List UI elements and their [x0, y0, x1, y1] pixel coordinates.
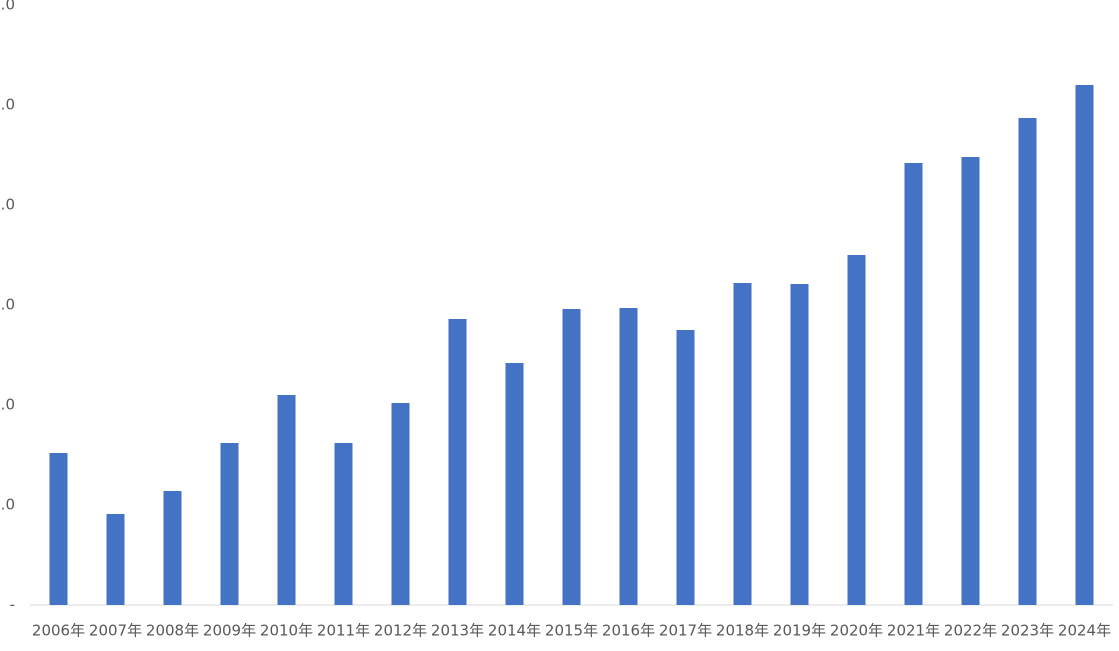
x-tick-label: 2014年 — [488, 622, 541, 640]
bar — [1075, 85, 1094, 605]
x-tick-label: 2023年 — [1001, 622, 1054, 640]
bar — [1018, 118, 1037, 605]
bar — [334, 443, 353, 605]
x-tick-label: 2015年 — [545, 622, 598, 640]
y-tick-label: 20.0 — [0, 396, 15, 414]
bar — [505, 363, 524, 605]
x-tick-label: 2008年 — [146, 622, 199, 640]
bar — [106, 514, 125, 605]
y-tick-label: 40.0 — [0, 196, 15, 214]
bar — [49, 453, 68, 605]
y-tick-label: 30.0 — [0, 296, 15, 314]
bar — [619, 308, 638, 605]
bar — [904, 163, 923, 605]
bar — [676, 330, 695, 605]
bar — [961, 157, 980, 605]
x-tick-label: 2010年 — [260, 622, 313, 640]
bar — [448, 319, 467, 605]
x-tick-label: 2012年 — [374, 622, 427, 640]
x-tick-label: 2013年 — [431, 622, 484, 640]
y-tick-label: 50.0 — [0, 96, 15, 114]
bar — [847, 255, 866, 605]
x-tick-label: 2007年 — [89, 622, 142, 640]
bar — [163, 491, 182, 605]
bar — [790, 284, 809, 605]
bar — [220, 443, 239, 605]
x-tick-label: 2024年 — [1058, 622, 1111, 640]
x-tick-label: 2009年 — [203, 622, 256, 640]
x-tick-label: 2018年 — [716, 622, 769, 640]
bar — [277, 395, 296, 605]
bar — [733, 283, 752, 605]
bar — [562, 309, 581, 605]
y-tick-label: 60.0 — [0, 0, 15, 14]
bar — [391, 403, 410, 605]
y-tick-label: - — [10, 596, 15, 614]
x-tick-label: 2017年 — [659, 622, 712, 640]
x-tick-label: 2011年 — [317, 622, 370, 640]
y-tick-label: 10.0 — [0, 496, 15, 514]
x-tick-label: 2016年 — [602, 622, 655, 640]
x-tick-label: 2006年 — [32, 622, 85, 640]
x-tick-label: 2020年 — [830, 622, 883, 640]
x-tick-label: 2019年 — [773, 622, 826, 640]
x-tick-label: 2021年 — [887, 622, 940, 640]
x-tick-label: 2022年 — [944, 622, 997, 640]
